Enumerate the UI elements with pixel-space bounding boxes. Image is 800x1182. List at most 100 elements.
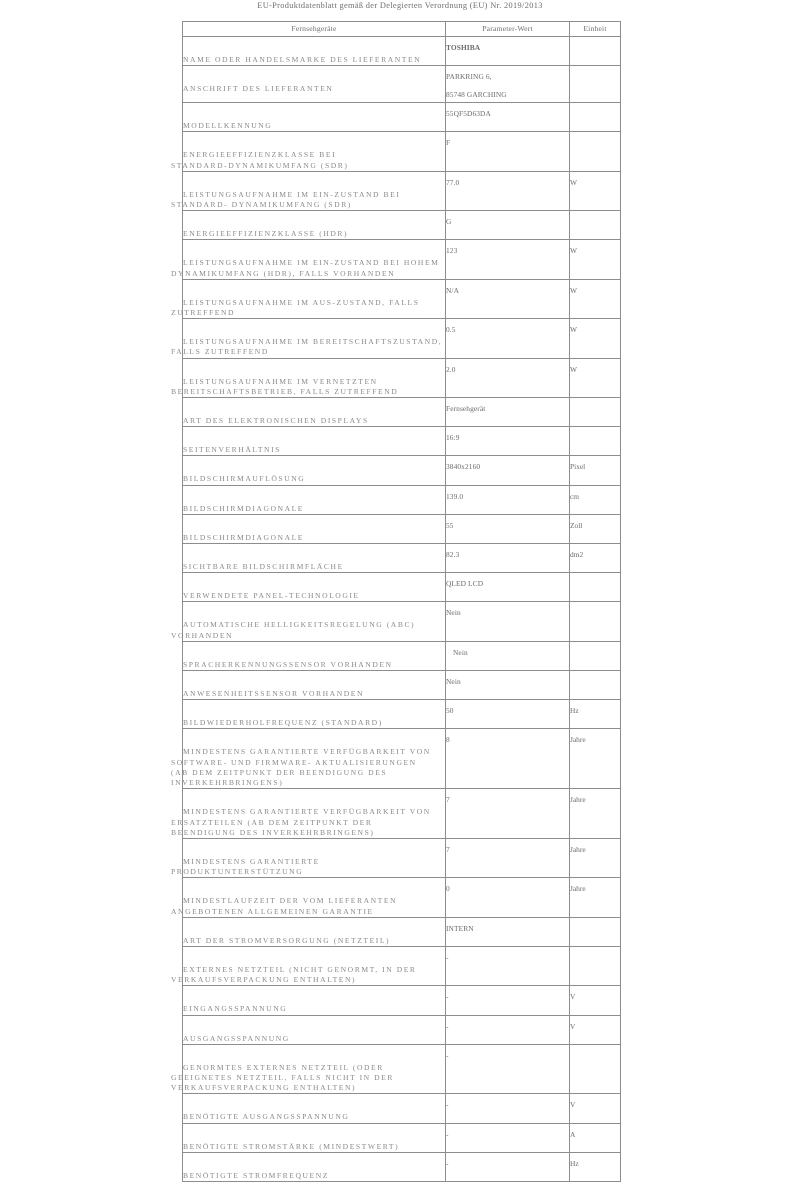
table-row: EXTERNES NETZTEIL (NICHT GENORMT, IN DER… bbox=[171, 945, 621, 987]
table-row: BILDSCHIRMDIAGONALE 139.0 cm bbox=[182, 484, 621, 515]
row-label-cell: MINDESTENS GARANTIERTE PRODUKTUNTERSTÜTZU… bbox=[171, 837, 446, 879]
row-unit-cell: Pixel bbox=[569, 455, 621, 486]
row-label-line: ART DES ELEKTRONISCHEN DISPLAYS bbox=[183, 416, 369, 426]
row-label-line: DYNAMIKUMFANG (HDR), FALLS VORHANDEN bbox=[171, 268, 396, 278]
row-unit-cell bbox=[569, 601, 621, 642]
row-label-line: SOFTWARE- UND FIRMWARE- AKTUALISIERUNGEN bbox=[171, 757, 417, 767]
row-label-cell: VERWENDETE PANEL-TECHNOLOGIE bbox=[182, 572, 446, 603]
row-label-text: ENERGIEEFFIZIENZKLASSE BEI STANDARD-DYNAM… bbox=[171, 138, 445, 170]
row-label-cell: ANWESENHEITSSENSOR VORHANDEN bbox=[182, 670, 446, 701]
row-value-cell: Nein bbox=[445, 601, 570, 642]
row-label-line: MINDESTENS GARANTIERTE VERFÜGBARKEIT VON bbox=[183, 807, 431, 817]
row-unit-cell: W bbox=[569, 170, 621, 212]
row-label-line: LEISTUNGSAUFNAHME IM EIN-ZUSTAND BEI HOH… bbox=[183, 258, 440, 268]
table-row: LEISTUNGSAUFNAHME IM EIN-ZUSTAND BEI HOH… bbox=[171, 239, 621, 280]
row-label-line: ENERGIEEFFIZIENZKLASSE BEI bbox=[183, 150, 337, 160]
row-label-text: BENÖTIGTE AUSGANGSSPANNUNG bbox=[177, 1100, 445, 1122]
row-label-line: BENÖTIGTE AUSGANGSSPANNUNG bbox=[183, 1112, 350, 1122]
row-label-line: VERWENDETE PANEL-TECHNOLOGIE bbox=[183, 591, 360, 601]
row-label-text: ANSCHRIFT DES LIEFERANTEN bbox=[177, 72, 445, 94]
table-row: LEISTUNGSAUFNAHME IM AUS-ZUSTAND, FALLS Z… bbox=[171, 278, 621, 320]
row-label-text: BILDWIEDERHOLFREQUENZ (STANDARD) bbox=[177, 706, 445, 728]
row-unit-cell: Jahre bbox=[569, 837, 621, 879]
row-label-cell: EINGANGSSPANNUNG bbox=[182, 985, 446, 1016]
row-label-line: NAME ODER HANDELSMARKE DES LIEFERANTEN bbox=[183, 55, 422, 64]
row-label-line: FALLS ZUTREFFEND bbox=[171, 347, 269, 357]
row-value-cell: 8 bbox=[445, 728, 570, 790]
table-row: BENÖTIGTE STROMFREQUENZ - Hz bbox=[182, 1151, 621, 1182]
row-value-text: - bbox=[446, 1050, 449, 1060]
row-unit-cell: V bbox=[569, 1014, 621, 1045]
row-unit-cell: V bbox=[569, 985, 621, 1016]
row-unit-cell: W bbox=[569, 318, 621, 359]
table-row: SICHTBARE BILDSCHIRMFLÄCHE 82.3 dm2 bbox=[182, 543, 621, 574]
row-unit-text: Hz bbox=[570, 706, 579, 716]
row-label-line: MINDESTLAUFZEIT DER VOM LIEFERANTEN bbox=[183, 896, 398, 906]
row-value-cell: - bbox=[445, 945, 570, 987]
row-label-line: ANGEBOTENEN ALLGEMEINEN GARANTIE bbox=[171, 906, 374, 916]
row-unit-text: dm2 bbox=[570, 550, 584, 560]
row-unit-cell: W bbox=[569, 357, 621, 399]
row-value-text: - bbox=[446, 1100, 449, 1110]
row-unit-cell bbox=[569, 1043, 621, 1095]
row-label-line: LEISTUNGSAUFNAHME IM AUS-ZUSTAND, FALLS bbox=[183, 297, 420, 307]
row-label-text: MINDESTLAUFZEIT DER VOM LIEFERANTEN ANGEB… bbox=[171, 884, 445, 916]
row-value-cell: 123 bbox=[445, 239, 570, 280]
row-unit-text: Jahre bbox=[570, 844, 586, 854]
row-label-cell: LEISTUNGSAUFNAHME IM EIN-ZUSTAND BEI STAN… bbox=[171, 170, 446, 212]
row-value-text: INTERN bbox=[446, 923, 474, 933]
table-row: LEISTUNGSAUFNAHME IM VERNETZTEN BEREITSCH… bbox=[171, 357, 621, 399]
row-label-cell: LEISTUNGSAUFNAHME IM BEREITSCHAFTSZUSTAN… bbox=[171, 318, 446, 359]
row-value-text: 16:9 bbox=[446, 433, 460, 443]
row-label-text: MINDESTENS GARANTIERTE VERFÜGBARKEIT VON… bbox=[171, 795, 445, 838]
row-value-text: - bbox=[446, 952, 449, 962]
row-label-text: ANWESENHEITSSENSOR VORHANDEN bbox=[177, 677, 445, 699]
table-row: MINDESTENS GARANTIERTE PRODUKTUNTERSTÜTZU… bbox=[171, 837, 621, 879]
row-label-text: SICHTBARE BILDSCHIRMFLÄCHE bbox=[177, 550, 445, 572]
row-label-line: EINGANGSSPANNUNG bbox=[183, 1004, 288, 1014]
row-label-cell: AUSGANGSSPANNUNG bbox=[182, 1014, 446, 1045]
table-row: BENÖTIGTE STROMSTÄRKE (MINDESTWERT) - A bbox=[182, 1122, 621, 1153]
row-label-line: MODELLKENNUNG bbox=[183, 121, 273, 131]
table-row: ART DER STROMVERSORGUNG (NETZTEIL) INTERN bbox=[182, 916, 621, 947]
row-value-text: 0 bbox=[446, 884, 450, 894]
row-label-line: SPRACHERKENNUNGSSENSOR VORHANDEN bbox=[183, 659, 393, 669]
row-label-line: GENORMTES EXTERNES NETZTEIL (ODER bbox=[183, 1062, 384, 1072]
table-row: BILDSCHIRMDIAGONALE 55 Zoll bbox=[182, 513, 621, 545]
row-value-cell: - bbox=[445, 985, 570, 1016]
row-unit-cell: dm2 bbox=[569, 543, 621, 574]
table-row: BILDWIEDERHOLFREQUENZ (STANDARD) 50 Hz bbox=[182, 699, 621, 730]
row-value-text: Nein bbox=[446, 677, 461, 687]
table-row: AUSGANGSSPANNUNG - V bbox=[182, 1014, 621, 1045]
row-label-line: ENERGIEEFFIZIENZKLASSE (HDR) bbox=[183, 229, 349, 239]
row-label-text: VERWENDETE PANEL-TECHNOLOGIE bbox=[177, 579, 445, 601]
row-label-text: BENÖTIGTE STROMSTÄRKE (MINDESTWERT) bbox=[177, 1130, 445, 1152]
row-label-line: STANDARD-DYNAMIKUMFANG (SDR) bbox=[171, 160, 349, 170]
row-value-text: G bbox=[446, 217, 452, 227]
row-value-text: 3840x2160 bbox=[446, 462, 481, 472]
row-value-text: QLED LCD bbox=[446, 579, 484, 589]
table-row: VERWENDETE PANEL-TECHNOLOGIE QLED LCD bbox=[182, 572, 621, 603]
row-value-cell: PARKRING 6, 85748 GARCHING bbox=[445, 65, 570, 104]
row-label-line: AUTOMATISCHE HELLIGKEITSREGELUNG (ABC) bbox=[183, 620, 416, 630]
row-unit-cell: Zoll bbox=[569, 513, 621, 545]
row-label-line: BILDSCHIRMAUFLÖSUNG bbox=[183, 474, 306, 484]
row-label-cell: BENÖTIGTE AUSGANGSSPANNUNG bbox=[182, 1093, 446, 1124]
row-label-line: BEENDIGUNG DES INVERKEHRBRINGENS) bbox=[171, 827, 375, 837]
row-value-cell: F bbox=[445, 131, 570, 172]
row-label-line: VERKAUFSVERPACKUNG ENTHALTEN) bbox=[171, 975, 357, 985]
row-label-cell: LEISTUNGSAUFNAHME IM VERNETZTEN BEREITSCH… bbox=[171, 357, 446, 399]
table-row: SEITENVERHÄLTNIS 16:9 bbox=[182, 426, 621, 457]
row-label-cell: ART DES ELEKTRONISCHEN DISPLAYS bbox=[182, 397, 446, 428]
row-value-cell: G bbox=[445, 210, 570, 241]
row-unit-text: Hz bbox=[570, 1158, 579, 1168]
row-label-text: ENERGIEEFFIZIENZKLASSE (HDR) bbox=[177, 217, 445, 239]
row-label-text: EINGANGSSPANNUNG bbox=[177, 992, 445, 1014]
row-value-text: - bbox=[446, 1129, 449, 1139]
row-value-cell: 77.0 bbox=[445, 170, 570, 212]
row-unit-cell bbox=[569, 670, 621, 701]
row-value-cell: QLED LCD bbox=[445, 572, 570, 603]
row-label-line: LEISTUNGSAUFNAHME IM BEREITSCHAFTSZUSTAN… bbox=[183, 337, 443, 347]
column-header-unit: Einheit bbox=[569, 21, 621, 37]
row-unit-cell bbox=[569, 572, 621, 603]
